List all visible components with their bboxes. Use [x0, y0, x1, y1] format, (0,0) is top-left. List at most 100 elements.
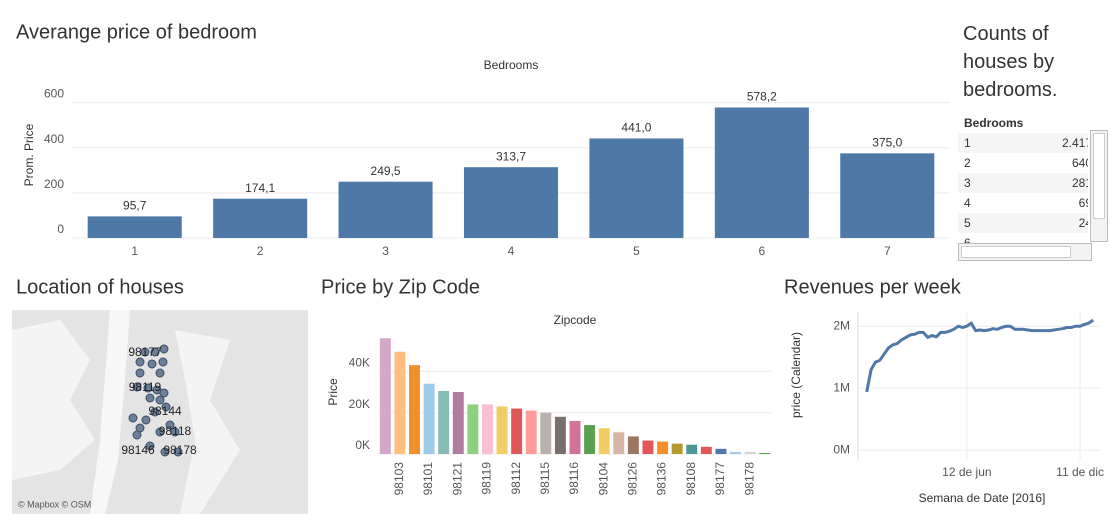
house-dot — [170, 427, 180, 437]
map-label: 98119 — [129, 380, 162, 394]
x-tick-label: 98126 — [626, 462, 640, 496]
x-tick-label: 4 — [508, 244, 515, 258]
map-title: Location of houses — [16, 276, 184, 298]
x-tick-label: 2 — [257, 244, 264, 258]
x-tick-label: 11 de dic — [1056, 465, 1104, 479]
bar — [744, 451, 756, 454]
table-row: 2 640 — [958, 153, 1088, 173]
value-label: 313,7 — [496, 149, 526, 163]
table-value: 281 — [1071, 176, 1088, 190]
house-dot — [161, 402, 171, 412]
bar — [657, 441, 669, 454]
y-tick-label: 20K — [349, 397, 370, 411]
table-value: 24 — [1078, 216, 1088, 230]
bar — [394, 351, 406, 454]
water — [175, 330, 240, 514]
house-dot — [150, 407, 160, 417]
y-tick-label: 600 — [44, 87, 64, 101]
value-label: 578,2 — [747, 90, 777, 104]
value-label: 249,5 — [371, 164, 401, 178]
table-row: 3 281 — [958, 173, 1088, 193]
bar — [627, 436, 639, 454]
chart-title: Price by Zip Code — [321, 276, 480, 298]
house-dot — [155, 427, 165, 437]
value-label: 174,1 — [245, 181, 275, 195]
y-tick-label: 400 — [44, 132, 64, 146]
table-label: 2 — [964, 156, 971, 170]
map-credit: © Mapbox © OSM — [18, 499, 91, 509]
x-tick-label: 7 — [884, 244, 891, 258]
bar — [589, 138, 684, 238]
house-dot — [158, 357, 168, 367]
bar — [714, 107, 809, 238]
bar — [671, 443, 683, 454]
value-label: 441,0 — [621, 121, 651, 135]
column-header: Bedrooms — [484, 58, 539, 72]
bar — [511, 408, 523, 454]
bar — [642, 440, 654, 454]
table-header: Bedrooms — [964, 116, 1024, 130]
bar — [598, 428, 610, 454]
table-row: 4 69 — [958, 193, 1088, 213]
table: Bedrooms 1 2.417 2 640 3 281 4 69 5 24 6 — [958, 113, 1088, 243]
value-label: 375,0 — [872, 136, 902, 150]
y-tick-label: 0 — [57, 222, 64, 236]
bar — [715, 448, 727, 454]
bar — [569, 420, 581, 454]
x-tick-label: 98136 — [655, 462, 669, 496]
bar — [584, 425, 596, 454]
table-value: 640 — [1071, 156, 1088, 170]
x-tick-label: 98103 — [392, 462, 406, 496]
bar — [438, 390, 450, 454]
bar — [481, 404, 493, 454]
table-title: Counts of houses by bedrooms. — [963, 23, 1058, 101]
bar — [700, 446, 712, 454]
x-tick-label: 98121 — [450, 462, 464, 496]
bar — [496, 406, 508, 454]
x-tick-label: 98112 — [509, 462, 523, 495]
x-axis-label: Semana de Date [2016] — [919, 491, 1046, 505]
house-dot — [159, 388, 169, 398]
x-tick-label: 6 — [759, 244, 766, 258]
x-tick-label: 98177 — [713, 462, 727, 496]
chart-title: Averange price of bedroom — [16, 21, 257, 43]
line — [865, 318, 1095, 393]
scrollbar-vertical[interactable] — [1090, 130, 1108, 242]
table-row: 1 2.417 — [958, 133, 1088, 153]
bar — [730, 451, 741, 454]
house-dot — [155, 368, 165, 378]
bar — [613, 432, 625, 454]
y-axis-label: price (Calendar) — [789, 332, 803, 418]
bar — [409, 365, 420, 454]
x-tick-label: 98115 — [538, 462, 552, 495]
house-dot — [145, 393, 155, 403]
y-tick-label: 0K — [355, 438, 370, 452]
house-dot — [165, 420, 175, 430]
table-row: 6 — [958, 233, 1088, 243]
y-tick-label: 2M — [833, 318, 850, 332]
x-tick-label: 1 — [131, 244, 138, 258]
x-tick-label: 98119 — [480, 462, 494, 495]
house-dot — [147, 359, 157, 369]
table-value: 69 — [1078, 196, 1088, 210]
house-dot — [145, 441, 155, 451]
map-label: 98144 — [148, 404, 182, 418]
scrollbar-horizontal[interactable] — [958, 243, 1092, 261]
house-dot — [128, 413, 138, 423]
y-tick-label: 1M — [833, 380, 850, 394]
bar — [540, 412, 552, 454]
house-dot — [150, 347, 160, 357]
bar — [452, 392, 464, 454]
house-dot — [135, 357, 145, 367]
y-tick-label: 200 — [44, 177, 64, 191]
x-tick-label: 98104 — [596, 462, 610, 496]
x-tick-label: 98116 — [567, 462, 581, 495]
house-dot — [160, 447, 170, 457]
bar — [338, 181, 433, 238]
map-label: 98178 — [163, 443, 197, 457]
bar — [467, 404, 479, 454]
table-value: 2.417 — [1061, 136, 1088, 150]
bar — [759, 452, 771, 454]
x-tick-label: 3 — [382, 244, 389, 258]
